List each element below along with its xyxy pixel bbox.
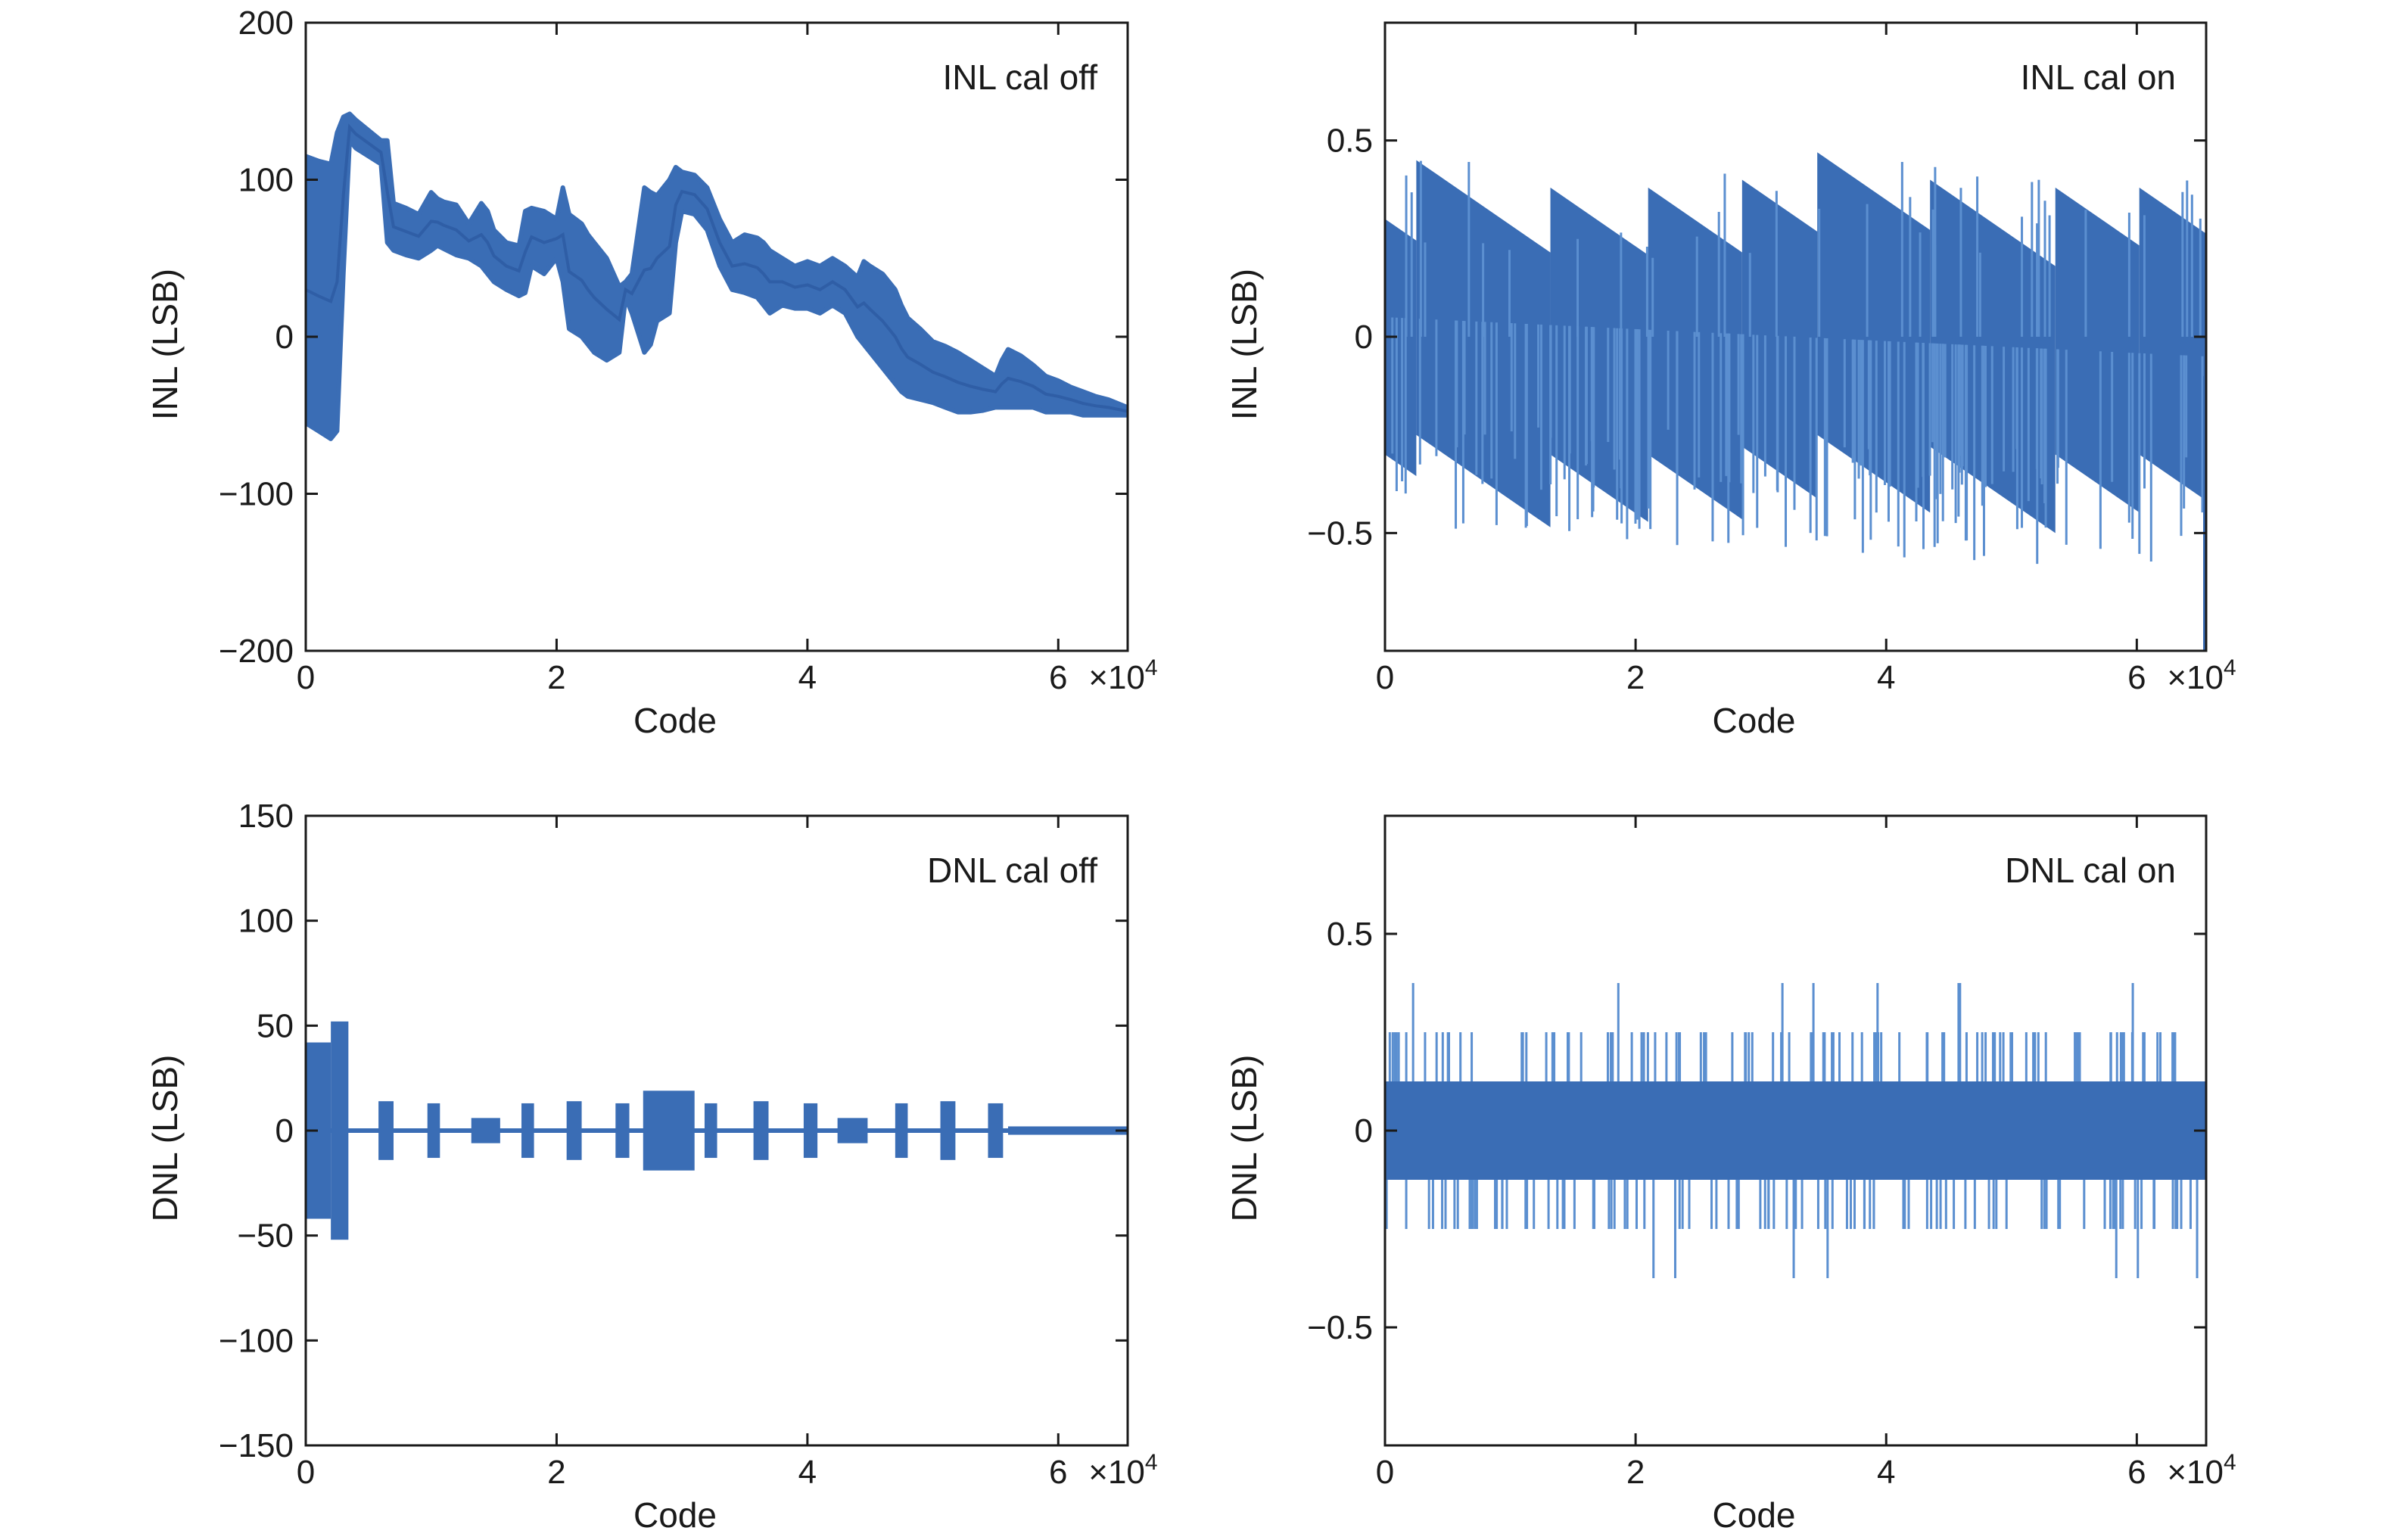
- y-tick-label: −100: [219, 1322, 294, 1359]
- x-tick-label: 2: [1626, 659, 1645, 696]
- y-tick-label: 0: [1355, 1112, 1373, 1150]
- x-exponent: 4: [2224, 655, 2236, 680]
- dnl-off-burst: [753, 1101, 769, 1160]
- x-tick-label: 4: [1877, 1454, 1895, 1491]
- x-tick-label: 6: [2127, 1454, 2146, 1491]
- x-multiplier: ×104: [1088, 1450, 1157, 1491]
- inl-on-band: [2055, 187, 2140, 513]
- y-tick-label: 0.5: [1327, 916, 1373, 953]
- y-tick-label: −0.5: [1307, 1309, 1373, 1346]
- chart-panel-4: −0.5 0 0.5 0 2 4 6 ×104 Code DNL (LSB) DNL cal on: [1225, 814, 2236, 1535]
- dnl-off-burst: [427, 1103, 440, 1159]
- x-tick-label: 2: [547, 659, 565, 696]
- x-multiplier: ×104: [2167, 1450, 2236, 1491]
- dnl-off-burst: [988, 1103, 1004, 1159]
- y-tick-label: −50: [237, 1218, 294, 1255]
- chart-panel-2: −0.5 0 0.5 0 2 4 6 ×104 Code INL (LSB) INL cal on: [1225, 21, 2236, 740]
- dnl-off-burst: [566, 1101, 582, 1160]
- dnl-on-band: [1385, 1081, 2206, 1180]
- chart-panel-3: −150 −100 −50 0 50 100 150 0 2 4 6 ×104 Code DNL (LSB…: [145, 798, 1158, 1535]
- x-tick-label: 2: [547, 1454, 565, 1491]
- chart-panel-1: −200 −100 0 100 200 0 2 4 6 ×104 Code INL (LSB) INL …: [145, 5, 1158, 740]
- dnl-off-burst: [940, 1101, 956, 1160]
- inl-on-band: [2139, 187, 2206, 501]
- y-tick-label: 150: [238, 798, 294, 835]
- y-tick-label: −200: [219, 633, 294, 670]
- panel-label: DNL cal on: [2005, 851, 2176, 890]
- y-tick-label: 0: [1355, 319, 1373, 356]
- x-tick-label: 4: [798, 1454, 817, 1491]
- dnl-off-burst: [895, 1103, 908, 1159]
- y-tick-label: 0.5: [1327, 123, 1373, 160]
- panel-label: DNL cal off: [927, 851, 1097, 890]
- panel-label: INL cal off: [942, 58, 1097, 97]
- x-tick-label: 6: [2127, 659, 2146, 696]
- inl-off-trace: [306, 123, 1128, 413]
- dnl-off-burst: [471, 1118, 500, 1143]
- x-tick-label: 6: [1049, 659, 1067, 696]
- x-multiplier: ×104: [1088, 655, 1157, 696]
- x-axis-title: Code: [633, 701, 717, 740]
- y-tick-label: 0: [275, 1112, 294, 1150]
- y-axis-title: INL (LSB): [145, 269, 185, 420]
- x-exponent: 4: [1145, 655, 1158, 680]
- x-tick-label: 0: [297, 659, 315, 696]
- dnl-off-burst: [803, 1103, 818, 1159]
- x-tick-label: 4: [798, 659, 817, 696]
- y-tick-label: −100: [219, 476, 294, 513]
- x-axis-title: Code: [633, 1495, 717, 1535]
- x-axis-title: Code: [1713, 1495, 1796, 1535]
- y-axis-title: DNL (LSB): [1225, 1055, 1264, 1222]
- dnl-off-burst: [331, 1021, 349, 1240]
- y-axis-title: DNL (LSB): [145, 1055, 185, 1222]
- panel-label: INL cal on: [2021, 58, 2176, 97]
- dnl-off-burst: [643, 1090, 695, 1171]
- x-tick-label: 0: [1376, 659, 1394, 696]
- y-tick-label: −150: [219, 1427, 294, 1464]
- series-trace: [1385, 152, 2206, 651]
- x-tick-label: 4: [1877, 659, 1895, 696]
- plot-frame: [304, 21, 1129, 652]
- y-tick-label: 100: [238, 162, 294, 199]
- dnl-off-burst: [837, 1118, 868, 1143]
- series-trace: [306, 1021, 1128, 1240]
- y-tick-label: 200: [238, 5, 294, 42]
- x-tick-label: 6: [1049, 1454, 1067, 1491]
- x-multiplier: ×104: [2167, 655, 2236, 696]
- y-axis-title: INL (LSB): [1225, 269, 1264, 420]
- series-trace: [1385, 983, 2206, 1278]
- y-tick-label: 50: [257, 1007, 294, 1044]
- x-tick-label: 0: [297, 1454, 315, 1491]
- dnl-off-burst: [521, 1103, 534, 1159]
- dnl-off-burst: [378, 1101, 394, 1160]
- series-trace: [306, 111, 1128, 441]
- x-exponent: 4: [2224, 1450, 2236, 1475]
- inl-on-band: [1550, 187, 1648, 522]
- x-exponent: 4: [1145, 1450, 1158, 1475]
- dnl-off-burst: [704, 1103, 717, 1159]
- x-axis-title: Code: [1713, 701, 1796, 740]
- inl-on-band: [1741, 179, 1818, 499]
- x-tick-label: 0: [1376, 1454, 1394, 1491]
- x-tick-label: 2: [1626, 1454, 1645, 1491]
- inl-off-band: [306, 111, 1128, 441]
- inl-on-band: [1817, 152, 1931, 513]
- y-tick-label: 100: [238, 903, 294, 940]
- y-tick-label: −0.5: [1307, 515, 1373, 552]
- y-tick-label: 0: [275, 319, 294, 356]
- dnl-off-burst: [1007, 1126, 1128, 1135]
- dnl-off-burst: [615, 1103, 630, 1159]
